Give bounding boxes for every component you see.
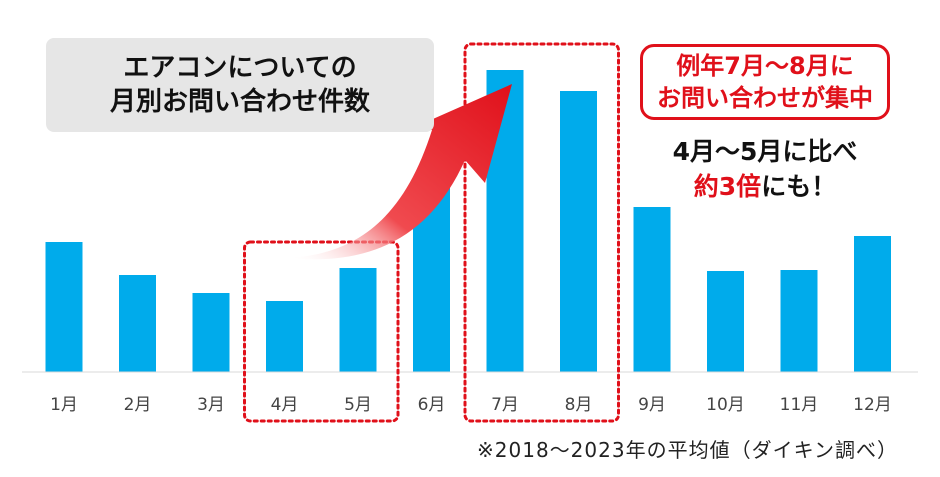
x-tick-label-4: 4月: [271, 395, 299, 415]
note-line-1: 4月～5月に比べ: [672, 137, 858, 166]
bar-5: [339, 268, 377, 372]
x-tick-label-8: 8月: [565, 395, 593, 415]
x-tick-label-6: 6月: [418, 395, 446, 415]
bar-11: [780, 270, 818, 372]
bar-10: [707, 271, 744, 372]
source-note: ※2018～2023年の平均値（ダイキン調べ）: [477, 438, 898, 462]
chart-title-line-1: エアコンについての: [123, 53, 357, 83]
x-tick-label-7: 7月: [491, 395, 519, 415]
x-tick-label-9: 9月: [638, 395, 666, 415]
callout-line-1: 例年7月～8月に: [676, 52, 854, 80]
bar-series: [45, 70, 891, 372]
highlight-boxes: [243, 42, 620, 423]
chart-title-line-2: 月別お問い合わせ件数: [109, 87, 370, 117]
chart-title-box: エアコンについての 月別お問い合わせ件数: [46, 38, 434, 132]
bar-3: [192, 293, 230, 372]
x-tick-label-5: 5月: [344, 395, 372, 415]
rising-arrow-icon: [288, 84, 512, 260]
highlight-box-2: [463, 42, 620, 423]
x-tick-labels: 1月 2月 3月 4月 5月 6月 7月 8月 9月 10月 11月 12月: [50, 395, 892, 415]
note-highlight: 約3倍: [693, 172, 762, 201]
note-line-2: 約3倍にも！: [640, 169, 890, 204]
x-tick-label-12: 12月: [853, 395, 892, 415]
bar-9: [633, 207, 671, 372]
comparison-note: 4月～5月に比べ 約3倍にも！: [640, 134, 890, 204]
x-tick-label-11: 11月: [780, 395, 819, 415]
highlight-box-1: [243, 240, 400, 423]
bar-2: [119, 275, 156, 372]
bar-1: [45, 242, 83, 372]
x-tick-label-2: 2月: [124, 395, 152, 415]
x-tick-label-1: 1月: [50, 395, 78, 415]
peak-callout: 例年7月～8月に お問い合わせが集中: [640, 44, 890, 120]
note-rest: にも！: [761, 172, 837, 201]
bar-12: [854, 236, 891, 372]
callout-line-2: お問い合わせが集中: [657, 84, 873, 112]
x-tick-label-3: 3月: [197, 395, 225, 415]
bar-8: [560, 91, 597, 372]
x-tick-label-10: 10月: [706, 395, 745, 415]
bar-4: [266, 301, 303, 372]
